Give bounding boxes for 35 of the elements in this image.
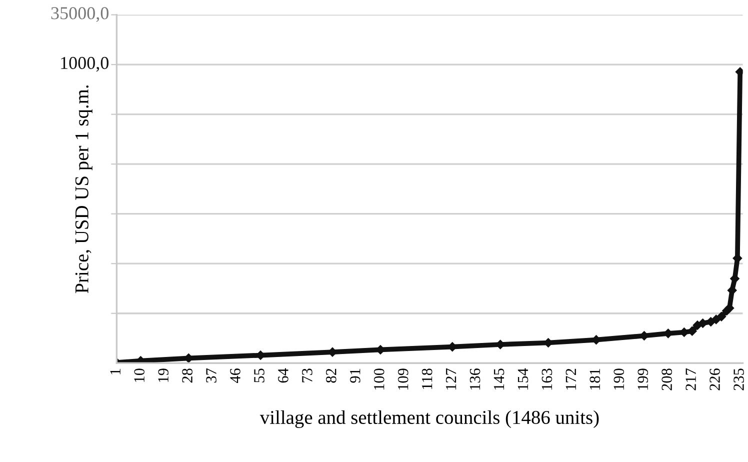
x-tick-label: 163: [542, 368, 552, 390]
x-tick-label: 154: [518, 368, 528, 390]
point: [688, 326, 697, 336]
x-tick-label: 118: [422, 368, 432, 389]
x-tick-label: 1: [110, 368, 120, 374]
y-axis-title: Price, USD US per 1 sq.m.: [75, 85, 92, 294]
point: [727, 286, 737, 295]
x-tick-label: 127: [446, 368, 456, 390]
text: 35000,0: [51, 7, 108, 22]
text: 1000,0: [61, 56, 108, 72]
x-tick-label: 226: [710, 368, 720, 390]
x-tick-label: 199: [638, 368, 648, 390]
point: [712, 314, 721, 324]
x-tick-label: 37: [206, 368, 216, 383]
point: [716, 312, 726, 322]
x-tick-label: 190: [614, 368, 624, 390]
x-tick-label: 19: [158, 368, 168, 382]
x-tick-label: 64: [278, 368, 288, 383]
x-tick-label: 10: [134, 368, 144, 382]
x-tick-label: 235: [734, 368, 744, 390]
x-tick-label: 91: [350, 368, 360, 383]
x-tick-label: 145: [494, 368, 504, 390]
x-tick-label: 136: [470, 368, 480, 390]
x-tick-label: 208: [662, 368, 672, 390]
x-tick-label: 109: [398, 368, 408, 390]
x-tick-label: 55: [254, 368, 264, 382]
x-tick-label: 217: [686, 368, 696, 390]
x-tick-label: 73: [302, 368, 312, 382]
x-tick-label: 28: [182, 368, 192, 383]
x-tick-label: 172: [566, 368, 576, 390]
x-tick-label: 181: [590, 368, 600, 390]
x-tick-label: 82: [326, 368, 336, 383]
x-tick-label: 100: [374, 368, 384, 390]
x-axis-title: village and settlement councils (1486 units): [260, 410, 599, 428]
x-tick-label: 46: [230, 368, 240, 383]
